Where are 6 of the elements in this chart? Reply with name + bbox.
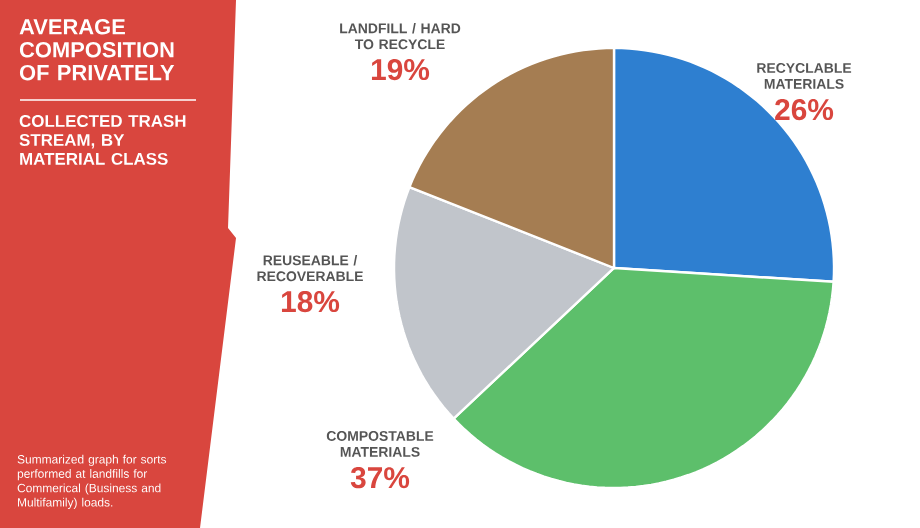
- data-label: 26%: [775, 99, 834, 121]
- data-label: 37%: [350, 467, 410, 489]
- text: AVERAGE COMPOSITION OF PRIVATELY: [19, 19, 175, 81]
- data-label: 19%: [371, 59, 430, 81]
- text: COLLECTED TRASH STREAM, BY MATERIAL CLASS: [19, 115, 186, 165]
- data-label: 18%: [281, 291, 340, 313]
